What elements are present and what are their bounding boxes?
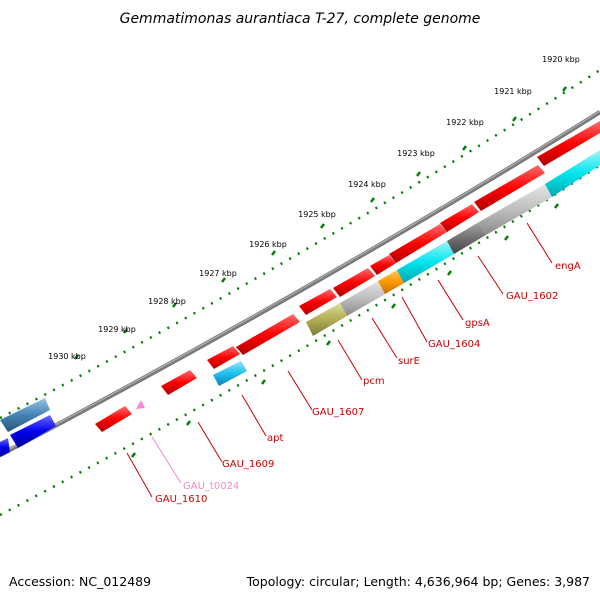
gene-label-gau-t0024[interactable]: GAU_t0024	[183, 481, 239, 492]
gene-block[interactable]	[0, 438, 10, 457]
gene-arrow[interactable]	[474, 165, 545, 211]
forward-strand-genes	[95, 121, 600, 432]
gene-block[interactable]	[378, 269, 406, 294]
inner-tick-ring	[0, 163, 600, 517]
gene-block[interactable]	[479, 184, 552, 235]
tick-label: 1927 kbp	[199, 269, 237, 278]
gene-label-gau-1602[interactable]: GAU_1602	[506, 291, 558, 302]
gene-block[interactable]	[10, 415, 56, 448]
gene-arrow[interactable]	[236, 314, 300, 355]
gene-arrow[interactable]	[161, 370, 197, 395]
trna-marker[interactable]	[136, 400, 145, 409]
gene-arrow[interactable]	[370, 255, 396, 275]
tick-label: 1923 kbp	[397, 149, 435, 158]
gene-block[interactable]	[0, 398, 50, 432]
map-title: Gemmatimonas aurantiaca T-27, complete g…	[120, 11, 481, 27]
gene-label-sure[interactable]: surE	[398, 356, 420, 367]
label-leaders	[126, 222, 553, 498]
gene-label-gau-1609[interactable]: GAU_1609	[222, 459, 274, 470]
genome-summary-text: Topology: circular; Length: 4,636,964 bp…	[246, 574, 590, 589]
tick-label: 1926 kbp	[249, 240, 287, 249]
tick-label: 1922 kbp	[446, 118, 484, 127]
gene-arrow[interactable]	[537, 121, 600, 166]
gene-block[interactable]	[340, 280, 387, 316]
gene-block[interactable]	[447, 222, 486, 254]
genome-backbone	[0, 110, 600, 457]
tick-label: 1925 kbp	[298, 210, 336, 219]
gene-block[interactable]	[397, 241, 454, 283]
tick-label: 1930 kbp	[48, 352, 86, 361]
tick-label: 1929 kbp	[98, 325, 136, 334]
tick-label: 1920 kbp	[542, 55, 580, 64]
gene-arrow[interactable]	[95, 406, 132, 432]
outer-tick-ring	[0, 68, 600, 420]
gene-label-gau-1607[interactable]: GAU_1607	[312, 407, 364, 418]
gene-block[interactable]	[545, 150, 600, 197]
accession-text: Accession: NC_012489	[9, 574, 151, 589]
gene-label-pcm[interactable]: pcm	[363, 376, 385, 387]
tick-label: 1924 kbp	[348, 180, 386, 189]
tick-label: 1921 kbp	[494, 87, 532, 96]
gene-block[interactable]	[306, 303, 347, 336]
reverse-strand-genes	[136, 150, 600, 409]
gene-arrow[interactable]	[299, 289, 337, 315]
inner-major-ticks	[131, 203, 559, 458]
gene-label-enga[interactable]: engA	[555, 261, 581, 272]
gene-arrow[interactable]	[389, 224, 447, 263]
genome-backbone-highlight	[0, 110, 600, 455]
left-edge-genes	[0, 398, 56, 457]
tick-label: 1928 kbp	[148, 297, 186, 306]
gene-arrow[interactable]	[207, 346, 240, 369]
gene-label-gau-1610[interactable]: GAU_1610	[155, 494, 207, 505]
gene-block[interactable]	[213, 361, 247, 386]
gene-arrow[interactable]	[333, 268, 375, 297]
gene-label-gpsa[interactable]: gpsA	[465, 318, 490, 329]
gene-arrow[interactable]	[440, 204, 479, 232]
outer-major-ticks	[74, 86, 567, 360]
trna-leader	[151, 436, 182, 484]
gene-label-gau-1604[interactable]: GAU_1604	[428, 339, 480, 350]
gene-label-apt[interactable]: apt	[267, 433, 283, 444]
